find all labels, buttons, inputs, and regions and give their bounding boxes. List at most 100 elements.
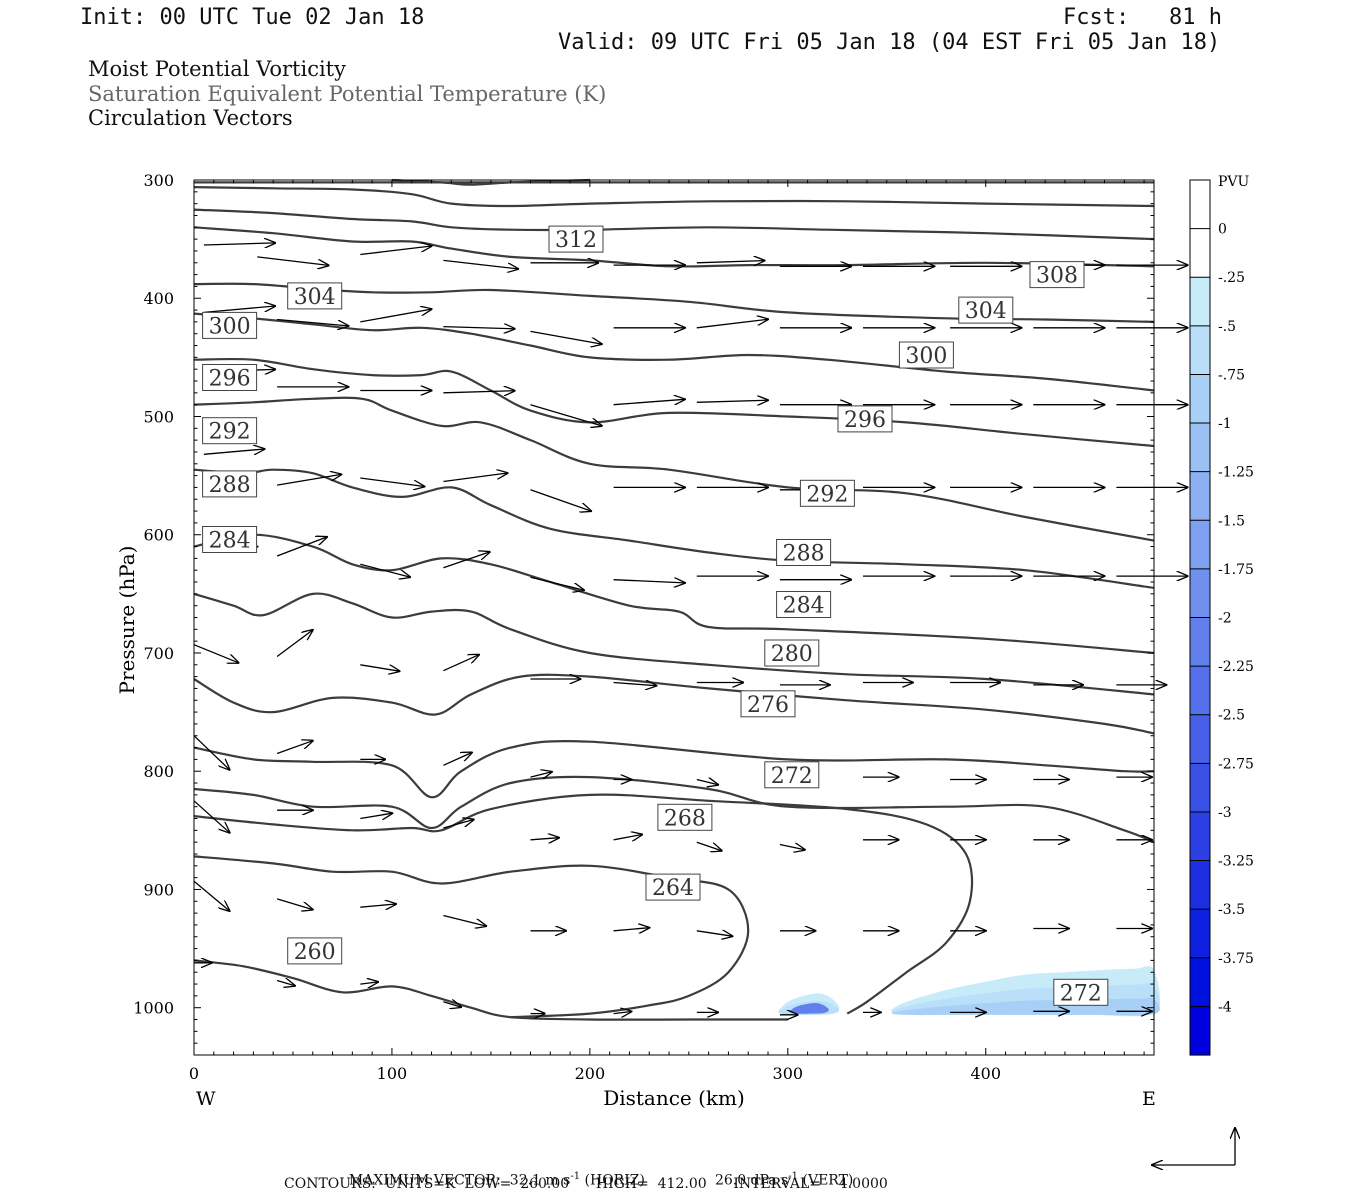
contour-label: 260 <box>287 937 343 965</box>
circulation-vector <box>443 820 473 829</box>
pv-region <box>890 966 1160 1017</box>
contour-label: 288 <box>202 470 258 498</box>
circulation-vector <box>257 256 328 266</box>
colorbar-swatch <box>1190 1006 1210 1056</box>
colorbar-tick-label: -3.75 <box>1218 951 1254 967</box>
theta-contour-288 <box>193 533 1155 655</box>
svg-text:272: 272 <box>771 764 813 789</box>
circulation-vector <box>530 576 584 590</box>
contour-label: 280 <box>764 639 820 667</box>
colorbar-swatch <box>1190 763 1210 813</box>
contour-label: 276 <box>740 690 796 718</box>
pv-region <box>777 993 840 1016</box>
field-pv-label: Moist Potential Vorticity <box>88 57 346 81</box>
colorbar-tick-label: -3.25 <box>1218 854 1254 870</box>
circulation-vector <box>276 981 295 986</box>
colorbar-tick-label: -2.25 <box>1218 659 1254 675</box>
colorbar-tick-label: -3.5 <box>1218 902 1245 918</box>
valid-time: Valid: 09 UTC Fri 05 Jan 18 (04 EST Fri … <box>558 30 1221 55</box>
contour-label: 284 <box>202 526 258 554</box>
svg-text:292: 292 <box>209 420 251 445</box>
theta-contour-316 <box>193 208 1155 241</box>
svg-text:280: 280 <box>771 642 813 667</box>
circulation-vector <box>613 928 650 931</box>
circulation-vector <box>360 813 392 818</box>
colorbar-swatch <box>1190 325 1210 376</box>
colorbar-swatch <box>1190 423 1210 473</box>
svg-text:276: 276 <box>747 693 789 718</box>
y-tick-label: 400 <box>143 289 174 308</box>
theta-contour-284 <box>193 592 1155 696</box>
x-end-label-west: W <box>196 1088 216 1110</box>
colorbar-tick-label: -1.75 <box>1218 562 1254 578</box>
footer-vert-value: 26.0 dPa s <box>714 1172 789 1189</box>
contour-label: 304 <box>958 296 1014 324</box>
colorbar-tick-label: -1 <box>1218 416 1232 432</box>
colorbar-tick-label: -.75 <box>1218 367 1245 383</box>
colorbar-tick-label: -2.75 <box>1218 756 1254 772</box>
svg-text:260: 260 <box>294 940 336 965</box>
theta-contour-304 <box>193 312 1155 392</box>
circulation-vector <box>203 243 275 245</box>
svg-text:300: 300 <box>209 314 251 339</box>
circulation-vector <box>530 404 602 426</box>
circulation-vector <box>443 391 514 393</box>
svg-text:308: 308 <box>1036 264 1078 289</box>
circulation-vector <box>696 841 722 851</box>
footer-max-vector: MAXIMUM VECTOR: 32.1 m s-1 (HORIZ) 26.0 d… <box>340 1158 853 1188</box>
colorbar-swatch <box>1190 909 1210 959</box>
forecast-hour: Fcst: 81 h <box>1063 5 1222 30</box>
circulation-vector <box>530 772 552 777</box>
y-tick-label: 600 <box>143 526 174 545</box>
y-axis-title: Pressure (hPa) <box>115 546 139 695</box>
circulation-vector <box>696 261 765 263</box>
colorbar-tick-label: -2.5 <box>1218 708 1245 724</box>
circulation-vector <box>360 664 399 671</box>
field-vectors-label: Circulation Vectors <box>88 106 293 130</box>
contour-label: 268 <box>657 803 713 831</box>
circulation-vector <box>443 1002 461 1007</box>
colorbar-tick-label: -1.25 <box>1218 465 1254 481</box>
contour-label: 312 <box>548 225 604 253</box>
circulation-vector <box>530 330 602 344</box>
x-tick-label: 300 <box>773 1064 804 1083</box>
circulation-vector <box>613 1012 632 1014</box>
theta-contour-268 <box>193 793 974 1015</box>
x-tick-label: 100 <box>377 1064 408 1083</box>
footer-horiz-exp: -1 <box>570 1171 581 1182</box>
x-tick-label: 400 <box>970 1064 1001 1083</box>
svg-text:296: 296 <box>844 408 886 433</box>
circulation-vector <box>276 741 313 755</box>
colorbar-swatch <box>1190 228 1210 278</box>
contour-label: 272 <box>764 761 820 789</box>
footer-vert-label: (VERT) <box>798 1172 854 1189</box>
circulation-vector <box>613 399 685 406</box>
svg-text:288: 288 <box>783 542 825 567</box>
colorbar-tick-label: -4 <box>1218 999 1232 1015</box>
init-time: Init: 00 UTC Tue 02 Jan 18 <box>80 5 425 30</box>
circulation-vector <box>696 780 718 785</box>
y-tick-label: 300 <box>143 171 174 190</box>
footer-horiz-value: MAXIMUM VECTOR: 32.1 m s <box>348 1172 571 1189</box>
y-tick-label: 500 <box>143 407 174 426</box>
colorbar-tick-label: -.5 <box>1218 319 1236 335</box>
contour-label: 304 <box>287 282 343 310</box>
svg-text:296: 296 <box>209 367 251 392</box>
circulation-vector <box>193 644 239 663</box>
circulation-vector <box>443 552 489 569</box>
circulation-vector <box>779 845 805 850</box>
circulation-vector <box>203 306 275 314</box>
circulation-vector <box>530 489 592 511</box>
contour-label: 284 <box>776 591 832 619</box>
circulation-vector <box>276 898 313 910</box>
circulation-vector <box>360 477 424 487</box>
theta-contour-272 <box>193 775 1155 844</box>
svg-text:272: 272 <box>1060 981 1102 1006</box>
colorbar-tick-label: -1.5 <box>1218 513 1245 529</box>
circulation-vector <box>530 838 560 840</box>
theta-contour-300 <box>193 357 1155 448</box>
contour-label: 296 <box>202 364 258 392</box>
colorbar-swatch <box>1190 617 1210 667</box>
colorbar-swatch <box>1190 860 1210 910</box>
circulation-vector <box>443 655 479 672</box>
